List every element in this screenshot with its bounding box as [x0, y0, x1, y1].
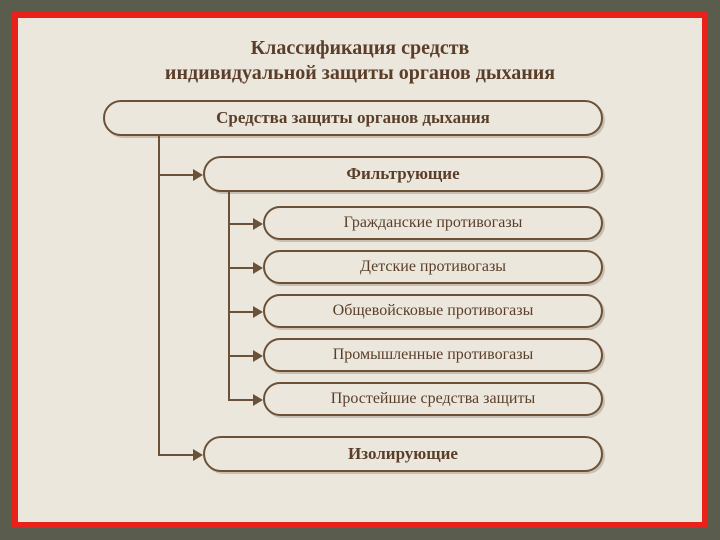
- node-label: Простейшие средства защиты: [331, 390, 535, 408]
- node-label: Промышленные противогазы: [333, 346, 534, 364]
- connector-horizontal: [228, 223, 255, 225]
- node-kid: Детские противогазы: [263, 250, 603, 284]
- arrow-right-icon: [253, 394, 263, 406]
- node-simple: Простейшие средства защиты: [263, 382, 603, 416]
- title-line-2: индивидуальной защиты органов дыхания: [165, 62, 555, 84]
- page-title: Классификация средств индивидуальной защ…: [48, 36, 672, 86]
- connector-horizontal: [158, 454, 195, 456]
- arrow-right-icon: [253, 262, 263, 274]
- connector-horizontal: [228, 355, 255, 357]
- connector-horizontal: [228, 311, 255, 313]
- outer-frame: Классификация средств индивидуальной защ…: [0, 0, 720, 540]
- connector-horizontal: [228, 399, 255, 401]
- arrow-right-icon: [253, 306, 263, 318]
- node-isol: Изолирующие: [203, 436, 603, 472]
- classification-diagram: Средства защиты органов дыхания Фильтрующ…: [48, 100, 672, 510]
- arrow-right-icon: [253, 218, 263, 230]
- node-label: Фильтрующие: [346, 164, 459, 184]
- arrow-right-icon: [193, 449, 203, 461]
- red-border-panel: Классификация средств индивидуальной защ…: [12, 12, 708, 528]
- node-label: Изолирующие: [348, 444, 458, 464]
- node-label: Детские противогазы: [360, 258, 506, 276]
- arrow-right-icon: [193, 169, 203, 181]
- connector-vertical: [158, 136, 160, 454]
- node-ind: Промышленные противогазы: [263, 338, 603, 372]
- node-mil: Общевойсковые противогазы: [263, 294, 603, 328]
- node-label: Общевойсковые противогазы: [333, 302, 534, 320]
- node-label: Гражданские противогазы: [344, 214, 523, 232]
- node-label: Средства защиты органов дыхания: [216, 108, 490, 128]
- connector-horizontal: [158, 174, 195, 176]
- node-root: Средства защиты органов дыхания: [103, 100, 603, 136]
- node-filter: Фильтрующие: [203, 156, 603, 192]
- node-civ: Гражданские противогазы: [263, 206, 603, 240]
- title-line-1: Классификация средств: [251, 37, 470, 59]
- connector-horizontal: [228, 267, 255, 269]
- arrow-right-icon: [253, 350, 263, 362]
